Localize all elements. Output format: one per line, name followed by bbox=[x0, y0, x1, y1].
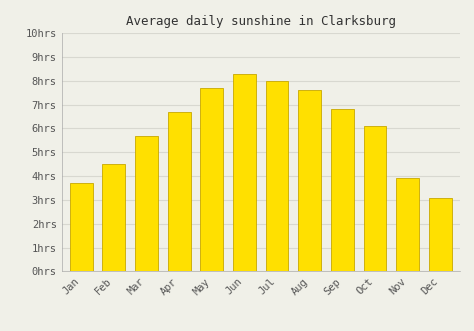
Bar bbox=[102, 164, 125, 271]
Bar bbox=[364, 126, 386, 271]
Bar bbox=[233, 73, 256, 271]
Bar bbox=[298, 90, 321, 271]
Title: Average daily sunshine in Clarksburg: Average daily sunshine in Clarksburg bbox=[126, 15, 396, 28]
Bar bbox=[429, 198, 452, 271]
Bar bbox=[168, 112, 191, 271]
Bar bbox=[396, 178, 419, 271]
Bar bbox=[331, 109, 354, 271]
Bar bbox=[265, 81, 289, 271]
Bar bbox=[135, 136, 158, 271]
Bar bbox=[201, 88, 223, 271]
Bar bbox=[70, 183, 92, 271]
